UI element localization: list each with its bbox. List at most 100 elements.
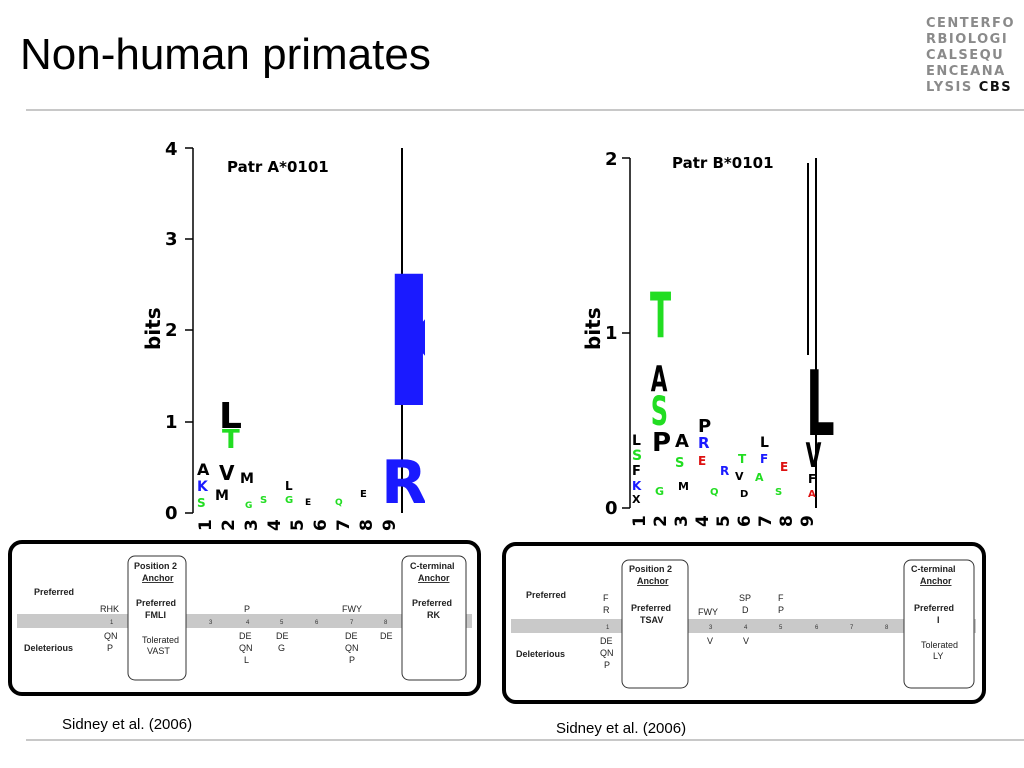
left-p4-del-1: DE	[239, 631, 252, 641]
left-p7-pref: FWY	[342, 604, 362, 614]
left-ytick-4: 4	[165, 139, 178, 160]
svg-text:K: K	[632, 479, 642, 493]
right-pos-7: 7	[850, 625, 854, 631]
svg-text:M: M	[240, 471, 254, 487]
left-p1-del-2: P	[107, 643, 113, 653]
right-pos2-title: Position 2	[629, 564, 672, 574]
left-pos-4: 4	[246, 620, 250, 626]
right-p3-del: V	[707, 636, 713, 646]
right-pos2-anchor: Anchor	[637, 576, 669, 586]
left-letter-K: K	[381, 239, 425, 449]
svg-text:A: A	[675, 431, 689, 452]
right-cterm-pref: I	[937, 615, 940, 625]
right-pos-5: 5	[779, 625, 783, 631]
left-pos-8: 8	[384, 620, 388, 626]
right-xtick-4: 4	[693, 515, 713, 527]
svg-text:E: E	[360, 489, 367, 500]
left-pos2-pref-label: Preferred	[136, 598, 176, 608]
svg-text:S: S	[675, 456, 684, 471]
svg-text:E: E	[780, 460, 788, 474]
left-xtick-5: 5	[288, 519, 308, 531]
svg-text:K: K	[197, 479, 209, 495]
left-ytick-3: 3	[165, 229, 178, 250]
logo-cbs: CBS	[978, 80, 1013, 95]
right-pos-3: 3	[709, 625, 713, 631]
right-ytick-2: 2	[605, 149, 618, 170]
logo-line-5: LYSIS	[926, 80, 973, 95]
right-deleterious-label: Deleterious	[516, 649, 565, 659]
left-cterm-anchor: Anchor	[418, 573, 450, 583]
left-p4-del-2: QN	[239, 643, 253, 653]
left-preferred-label: Preferred	[34, 587, 74, 597]
left-pos2-tol: VAST	[147, 646, 170, 656]
right-preferred-label: Preferred	[526, 590, 566, 600]
bottom-divider	[26, 739, 1024, 741]
svg-text:S: S	[632, 448, 642, 464]
left-p5-del-1: DE	[276, 631, 289, 641]
right-logo-title: Patr B*0101	[672, 154, 774, 172]
left-pos-5: 5	[280, 620, 284, 626]
left-cterm-pref-label: Preferred	[412, 598, 452, 608]
svg-text:G: G	[285, 495, 293, 506]
right-p5-pref-1: F	[778, 593, 784, 603]
logo-line-1: CENTERFO	[926, 16, 1015, 31]
right-p1-del-3: P	[604, 660, 610, 670]
right-p1-del-2: QN	[600, 648, 614, 658]
left-pos-1: 1	[110, 620, 114, 626]
left-p7-del-2: QN	[345, 643, 359, 653]
left-cterm-title: C-terminal	[410, 561, 455, 571]
svg-text:R: R	[698, 434, 710, 452]
right-xtick-6: 6	[735, 515, 755, 527]
right-letter-T: T	[650, 280, 672, 352]
right-xtick-2: 2	[651, 515, 671, 527]
svg-text:S: S	[775, 487, 782, 498]
left-p7-del-1: DE	[345, 631, 358, 641]
right-p1-pref-1: F	[603, 593, 609, 603]
left-p4-pref: P	[244, 604, 250, 614]
left-citation: Sidney et al. (2006)	[62, 716, 193, 733]
left-sequence-logo: 0 1 2 3 4 bits Patr A*0101 K R L T V A M…	[141, 139, 425, 531]
right-cterm-pref-label: Preferred	[914, 603, 954, 613]
left-letter-L: L	[219, 396, 242, 437]
logo-line-3: CALSEQU	[926, 48, 1005, 63]
right-p1-del-1: DE	[600, 636, 613, 646]
left-ytick-0: 0	[165, 503, 178, 524]
svg-text:M: M	[215, 488, 229, 504]
left-xtick-9: 9	[380, 519, 400, 531]
left-xtick-6: 6	[311, 519, 331, 531]
right-xtick-1: 1	[630, 515, 650, 527]
svg-text:Q: Q	[335, 498, 343, 508]
right-motif-panel: Preferred Deleterious Position 2 Anchor …	[502, 542, 986, 704]
left-p4-del-3: L	[244, 655, 249, 665]
left-p1-del-1: QN	[104, 631, 118, 641]
svg-text:X: X	[632, 493, 641, 506]
left-p1-pref: RHK	[100, 604, 119, 614]
logo-line-4: ENCEANA	[926, 64, 1006, 79]
right-letter-S: S	[651, 387, 668, 434]
right-ytick-0: 0	[605, 498, 618, 519]
svg-text:R: R	[720, 464, 729, 478]
svg-text:V: V	[735, 470, 744, 483]
svg-text:L: L	[632, 433, 641, 449]
svg-text:Q: Q	[710, 487, 719, 498]
svg-text:F: F	[808, 472, 816, 486]
svg-text:L: L	[760, 435, 769, 451]
svg-text:F: F	[760, 452, 768, 466]
left-xtick-3: 3	[242, 519, 262, 531]
left-pos-3: 3	[209, 620, 213, 626]
right-p1-pref-2: R	[603, 605, 610, 615]
svg-text:T: T	[738, 452, 747, 466]
left-xtick-1: 1	[196, 519, 216, 531]
left-ytick-1: 1	[165, 412, 178, 433]
left-pos2-tol-label: Tolerated	[142, 635, 179, 645]
svg-text:V: V	[219, 461, 235, 485]
right-p4-pref-1: SP	[739, 593, 751, 603]
svg-text:V: V	[806, 435, 822, 475]
left-deleterious-label: Deleterious	[24, 643, 73, 653]
left-pos2-anchor: Anchor	[142, 573, 174, 583]
left-xtick-4: 4	[265, 519, 285, 531]
svg-text:F: F	[632, 464, 641, 479]
right-p5-pref-2: P	[778, 605, 784, 615]
cbs-logo: CENTERFO RBIOLOGI CALSEQU ENCEANA LYSIS …	[926, 16, 1015, 96]
left-pos-7: 7	[350, 620, 354, 626]
